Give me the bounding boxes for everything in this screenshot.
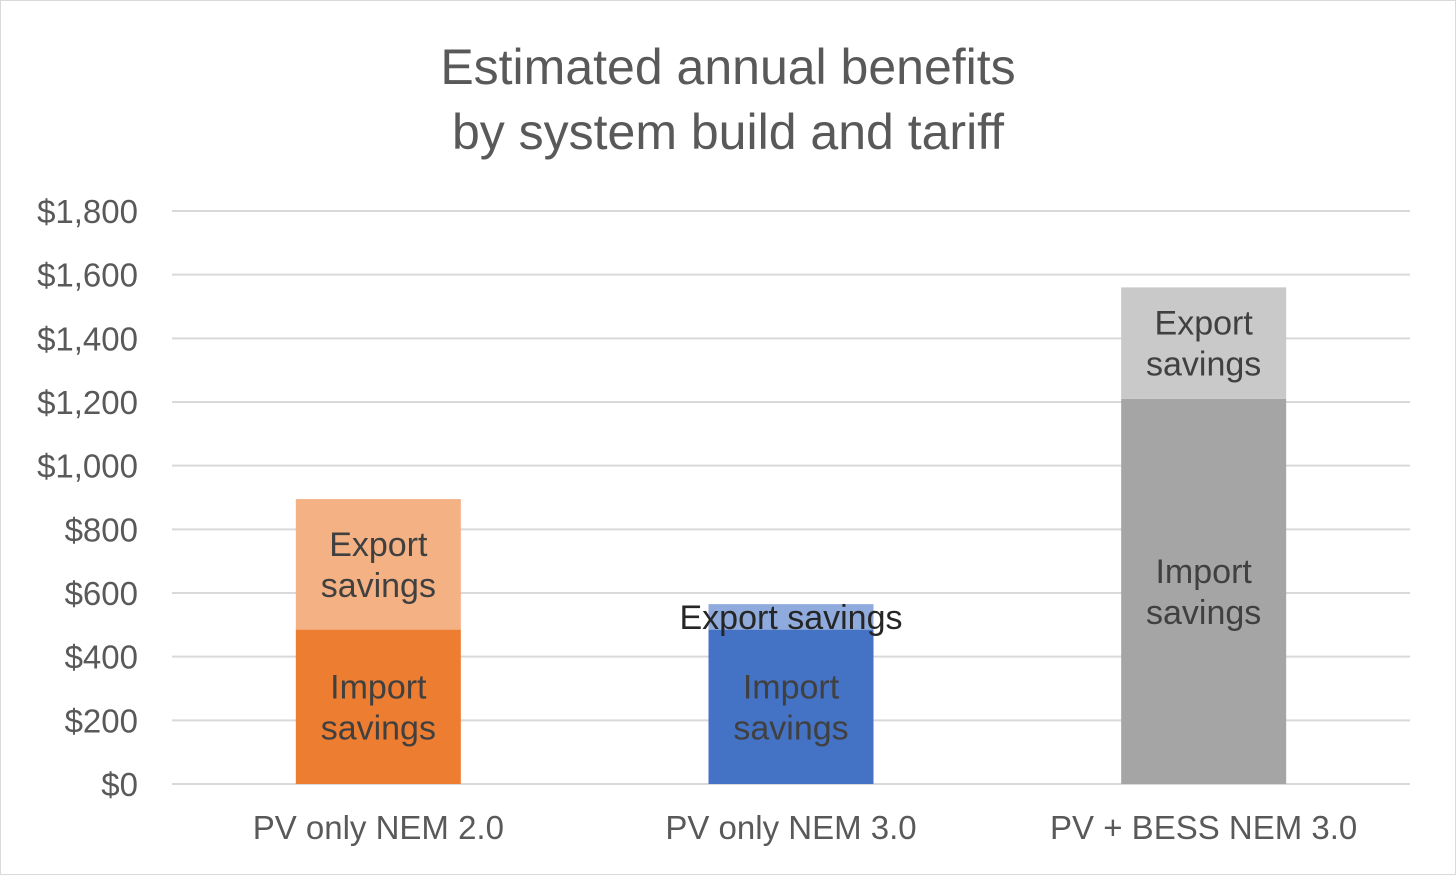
y-tick-label: $600 <box>65 575 138 612</box>
y-tick-label: $800 <box>65 511 138 548</box>
chart-title-line: Estimated annual benefits <box>440 39 1015 95</box>
x-category-label: PV only NEM 3.0 <box>665 809 916 846</box>
y-tick-label: $1,600 <box>37 257 138 294</box>
y-tick-label: $0 <box>101 766 138 803</box>
segment-label-import-0: Import savings <box>321 668 436 747</box>
segment-label-line: savings <box>321 567 436 605</box>
y-tick-label: $400 <box>65 639 138 676</box>
x-axis-categories: PV only NEM 2.0 PV only NEM 3.0 PV + BESS … <box>253 809 1358 846</box>
segment-label-line: savings <box>321 709 436 747</box>
segment-label-export-0: Export savings <box>321 526 436 605</box>
segment-label-export-2: Export savings <box>1146 305 1261 384</box>
segment-label-line: Import <box>743 668 840 706</box>
segment-label-line: Import <box>1155 553 1252 591</box>
chart-title-line: by system build and tariff <box>452 104 1004 160</box>
y-axis-ticks: $0 $200 $400 $600 $800 $1,000 $1,200 $1,400 $1,6… <box>37 193 138 803</box>
segment-label-line: Export <box>329 526 428 564</box>
bar-export-0 <box>295 499 461 630</box>
segment-label-import-2: Import savings <box>1146 553 1261 632</box>
bar-import-1 <box>708 629 874 784</box>
segment-label-line: Export savings <box>680 599 903 637</box>
x-category-label: PV + BESS NEM 3.0 <box>1050 809 1357 846</box>
x-category-label: PV only NEM 2.0 <box>253 809 504 846</box>
segment-label-line: Export <box>1155 305 1254 343</box>
y-tick-label: $1,200 <box>37 384 138 421</box>
bar-import-2 <box>1121 398 1287 784</box>
y-tick-label: $200 <box>65 702 138 739</box>
chart-title: Estimated annual benefits by system build… <box>440 39 1015 160</box>
y-tick-label: $1,400 <box>37 320 138 357</box>
segment-label-import-1: Import savings <box>733 668 848 747</box>
bar-export-1 <box>708 604 874 630</box>
segment-label-line: savings <box>733 709 848 747</box>
segment-label-export-1: Export savings <box>680 599 903 637</box>
bar-import-0 <box>295 629 461 784</box>
y-tick-label: $1,000 <box>37 448 138 485</box>
segment-label-line: savings <box>1146 594 1261 632</box>
bar-export-2 <box>1121 287 1287 399</box>
segment-label-line: savings <box>1146 346 1261 384</box>
y-tick-label: $1,800 <box>37 193 138 230</box>
segment-label-line: Import <box>330 668 427 706</box>
